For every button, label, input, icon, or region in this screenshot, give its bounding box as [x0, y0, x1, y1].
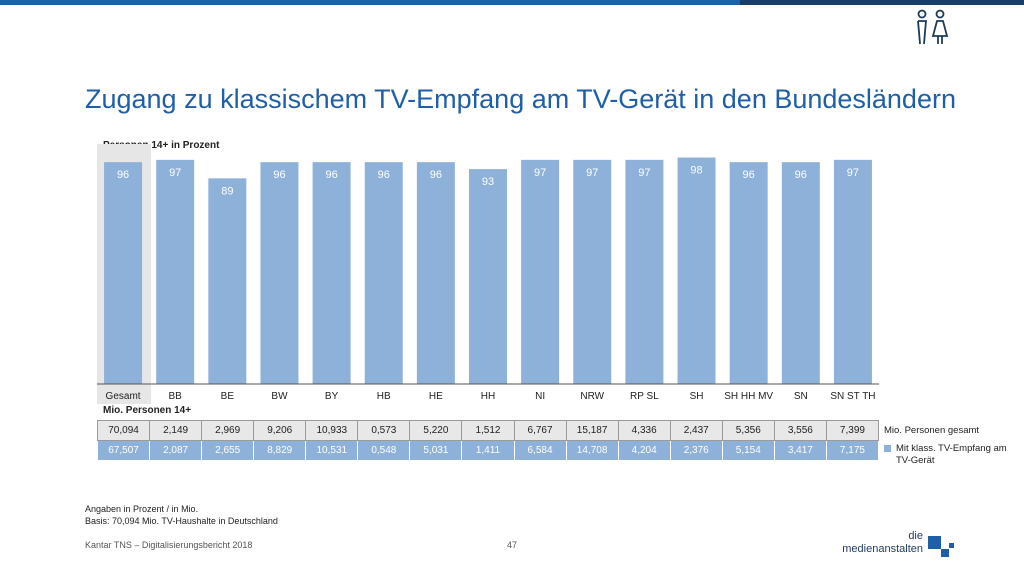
table-cell-total: 15,187 [565, 420, 619, 441]
category-label: SH [690, 391, 704, 402]
category-label: BE [221, 391, 235, 402]
table-cell-tv: 3,417 [773, 440, 827, 461]
table-cell-tv: 6,584 [513, 440, 567, 461]
value-label: 96 [430, 169, 442, 181]
category-label: BW [271, 391, 288, 402]
page-number: 47 [507, 540, 518, 550]
bar-sh-hh-mv [729, 162, 768, 384]
category-label: Gesamt [106, 391, 141, 402]
value-label: 96 [795, 169, 807, 181]
table-heading: Mio. Personen 14+ [103, 405, 192, 416]
table-cell-total: 7,399 [825, 420, 880, 441]
value-label: 93 [482, 176, 494, 188]
category-label: SN ST TH [830, 391, 875, 402]
table-cell-total: 6,767 [513, 420, 567, 441]
table-cell-tv: 8,829 [253, 440, 307, 461]
value-label: 96 [273, 169, 285, 181]
table-cell-total: 10,933 [305, 420, 359, 441]
footnote: Angaben in Prozent / in Mio. Basis: 70,0… [85, 503, 278, 527]
logo-text-line-2: medienanstalten [842, 543, 923, 555]
bar-ni [521, 159, 560, 384]
table-cell-total: 0,573 [357, 420, 411, 441]
table-cell-tv: 67,507 [96, 440, 151, 461]
bar-bw [260, 162, 299, 384]
people-icon [917, 9, 949, 45]
value-label: 98 [690, 165, 702, 177]
category-label: NI [535, 391, 545, 402]
data-table: 70,094 2,149 2,969 9,206 10,933 0,573 5,220 1,5… [96, 420, 880, 461]
table-cell-total: 9,206 [253, 420, 307, 441]
category-label: RP SL [630, 391, 659, 402]
logo-square-medium [941, 549, 949, 557]
table-cell-total: 2,969 [201, 420, 255, 441]
top-accent-bar-dark [740, 0, 1024, 5]
bar-he [416, 162, 455, 384]
table-cell-tv: 2,655 [201, 440, 255, 461]
table-cell-tv: 2,087 [149, 440, 203, 461]
category-label: BB [169, 391, 183, 402]
bar-nrw [573, 159, 612, 384]
bar-rp-sl [625, 159, 664, 384]
table-cell-total: 3,556 [773, 420, 827, 441]
category-label: NRW [580, 391, 604, 402]
value-label: 97 [586, 167, 598, 179]
category-label: HH [481, 391, 495, 402]
value-label: 97 [847, 167, 859, 179]
bar-by [312, 162, 351, 384]
value-label: 97 [638, 167, 650, 179]
page-title: Zugang zu klassischem TV-Empfang am TV-G… [85, 84, 956, 114]
table-cell-tv: 2,376 [669, 440, 723, 461]
category-label: SH HH MV [724, 391, 773, 402]
logo-square-large [928, 536, 941, 549]
table-cell-tv: 0,548 [357, 440, 411, 461]
table-cell-tv: 1,411 [461, 440, 515, 461]
legend-total-label: Mio. Personen gesamt [884, 425, 980, 436]
table-cell-tv: 10,531 [305, 440, 359, 461]
table-cell-tv: 4,204 [617, 440, 671, 461]
table-cell-tv: 5,031 [409, 440, 463, 461]
table-cell-total: 70,094 [96, 420, 151, 441]
bar-hh [469, 169, 507, 384]
value-label: 96 [325, 169, 337, 181]
table-cell-tv: 5,154 [721, 440, 775, 461]
bar-sn [781, 162, 820, 384]
category-label: HB [377, 391, 391, 402]
value-label: 97 [169, 167, 181, 179]
bar-sn-st-th [833, 159, 872, 384]
footnote-line-1: Angaben in Prozent / in Mio. [85, 504, 199, 514]
table-row-tv: 67,507 2,087 2,655 8,829 10,531 0,548 5,031 1,4… [96, 440, 880, 461]
value-label: 96 [378, 169, 390, 181]
bar-bb [156, 159, 195, 384]
table-cell-total: 2,149 [149, 420, 203, 441]
table-cell-total: 1,512 [461, 420, 515, 441]
value-label: 97 [534, 167, 546, 179]
bar-gesamt [104, 162, 143, 384]
table-cell-total: 4,336 [617, 420, 671, 441]
table-cell-tv: 7,175 [825, 440, 880, 461]
legend-tv-swatch [884, 445, 891, 452]
table-cell-total: 2,437 [669, 420, 723, 441]
value-label: 89 [221, 185, 233, 197]
chart-subtitle: Personen 14+ in Prozent [103, 140, 220, 151]
logo-square-small [949, 543, 954, 548]
category-label: HE [429, 391, 443, 402]
footnote-line-2: Basis: 70,094 Mio. TV-Haushalte in Deuts… [85, 516, 278, 526]
medienanstalten-logo: die medienanstalten [842, 530, 968, 564]
legend-tv-label: Mit klass. TV-Empfang am TV-Gerät [896, 443, 1007, 466]
value-label: 96 [117, 169, 129, 181]
footer-source: Kantar TNS – Digitalisierungsbericht 201… [85, 540, 253, 550]
category-label: SN [794, 391, 808, 402]
category-label: BY [325, 391, 339, 402]
table-cell-tv: 14,708 [565, 440, 619, 461]
bar-sh [677, 157, 716, 384]
table-row-total: 70,094 2,149 2,969 9,206 10,933 0,573 5,220 1,5… [96, 420, 880, 441]
bar-be [208, 178, 247, 384]
table-cell-total: 5,220 [409, 420, 463, 441]
logo-text-line-1: die [908, 530, 923, 542]
value-label: 96 [743, 169, 755, 181]
top-accent-bar [0, 0, 740, 5]
table-cell-total: 5,356 [721, 420, 775, 441]
bar-hb [364, 162, 403, 384]
